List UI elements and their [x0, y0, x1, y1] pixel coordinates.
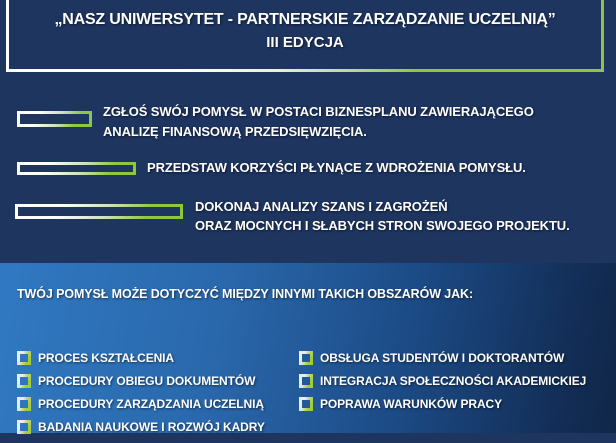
- poster-title: „NASZ UNIWERSYTET - PARTNERSKIE ZARZĄDZA…: [54, 11, 556, 28]
- area-label: OBSŁUGA STUDENTÓW I DOKTORANTÓW: [320, 351, 565, 365]
- instruction-3: DOKONAJ ANALIZY SZANS I ZAGROŻEŃ ORAZ MO…: [195, 197, 615, 235]
- instruction-2-line-1: PRZEDSTAW KORZYŚCI PŁYNĄCE Z WDROŻENIA P…: [147, 160, 526, 175]
- instruction-2: PRZEDSTAW KORZYŚCI PŁYNĄCE Z WDROŻENIA P…: [147, 158, 607, 178]
- list-item: PROCES KSZTAŁCENIA: [17, 351, 265, 365]
- list-item: INTEGRACJA SPOŁECZNOŚCI AKADEMICKIEJ: [299, 374, 586, 388]
- title-box: „NASZ UNIWERSYTET - PARTNERSKIE ZARZĄDZA…: [6, 0, 604, 72]
- poster: { "colors": { "navy_background": "#1e356…: [0, 0, 616, 434]
- area-label: BADANIA NAUKOWE I ROZWÓJ KADRY: [38, 420, 265, 434]
- instruction-1-line-2: ANALIZĘ FINANSOWĄ PRZEDSIĘWZIĘCIA.: [103, 124, 367, 139]
- instruction-3-line-2: ORAZ MOCNYCH I SŁABYCH STRON SWOJEGO PRO…: [195, 218, 570, 233]
- areas-section: TWÓJ POMYSŁ MOŻE DOTYCZYĆ MIĘDZY INNYMI …: [0, 263, 616, 434]
- areas-left-column: PROCES KSZTAŁCENIA PROCEDURY OBIEGU DOKU…: [17, 351, 265, 443]
- checkbox-icon: [17, 420, 31, 434]
- list-item: OBSŁUGA STUDENTÓW I DOKTORANTÓW: [299, 351, 586, 365]
- area-label: INTEGRACJA SPOŁECZNOŚCI AKADEMICKIEJ: [320, 374, 587, 388]
- area-label: PROCEDURY OBIEGU DOKUMENTÓW: [38, 374, 256, 388]
- bullet-bar-icon: [17, 162, 136, 175]
- list-item: PROCEDURY ZARZĄDZANIA UCZELNIĄ: [17, 397, 265, 411]
- instruction-1: ZGŁOŚ SWÓJ POMYSŁ W POSTACI BIZNESPLANU …: [103, 102, 603, 142]
- areas-right-column: OBSŁUGA STUDENTÓW I DOKTORANTÓW INTEGRAC…: [299, 351, 586, 420]
- instruction-3-line-1: DOKONAJ ANALIZY SZANS I ZAGROŻEŃ: [195, 199, 448, 214]
- instruction-1-line-1: ZGŁOŚ SWÓJ POMYSŁ W POSTACI BIZNESPLANU …: [103, 104, 534, 119]
- area-label: PROCES KSZTAŁCENIA: [38, 351, 174, 365]
- list-item: PROCEDURY OBIEGU DOKUMENTÓW: [17, 374, 265, 388]
- checkbox-icon: [299, 374, 313, 388]
- bullet-bar-icon: [17, 111, 92, 127]
- area-label: POPRAWA WARUNKÓW PRACY: [320, 397, 503, 411]
- checkbox-icon: [17, 374, 31, 388]
- checkbox-icon: [299, 351, 313, 365]
- checkbox-icon: [17, 351, 31, 365]
- checkbox-icon: [17, 397, 31, 411]
- areas-heading: TWÓJ POMYSŁ MOŻE DOTYCZYĆ MIĘDZY INNYMI …: [17, 287, 474, 301]
- bullet-bar-icon: [15, 204, 183, 219]
- list-item: BADANIA NAUKOWE I ROZWÓJ KADRY: [17, 420, 265, 434]
- list-item: POPRAWA WARUNKÓW PRACY: [299, 397, 586, 411]
- checkbox-icon: [299, 397, 313, 411]
- poster-edition: III EDYCJA: [266, 34, 344, 51]
- area-label: PROCEDURY ZARZĄDZANIA UCZELNIĄ: [38, 397, 264, 411]
